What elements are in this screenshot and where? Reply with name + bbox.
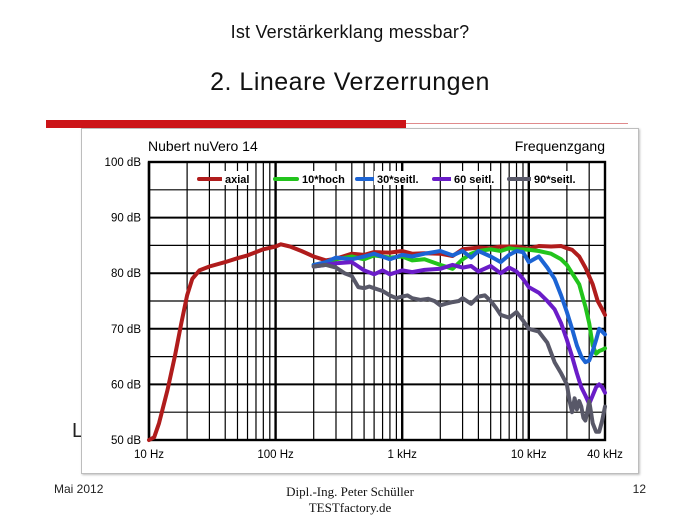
footer-date: Mai 2012 — [54, 482, 104, 496]
plot-frame — [147, 160, 607, 442]
legend-label: 90*seitl. — [534, 174, 576, 186]
y-tick-label: 70 dB — [111, 324, 141, 336]
partially-hidden-text: L — [72, 420, 84, 442]
y-tick-label: 50 dB — [111, 435, 141, 447]
x-tick-label: 40 kHz — [587, 449, 623, 461]
series-line — [311, 249, 607, 365]
footer-page-number: 12 — [632, 482, 646, 496]
legend-label: 60 seitl. — [454, 174, 494, 186]
title-accent-line — [406, 123, 628, 124]
legend-label: 10*hoch — [302, 174, 345, 186]
y-tick-label: 90 dB — [111, 213, 141, 225]
legend-label: axial — [225, 174, 249, 186]
frequency-response-chart: 100 dB 90 dB 80 dB 70 dB 60 dB 50 dB 10 Hz 100 … — [81, 128, 639, 474]
series-line — [311, 262, 607, 434]
footer-author-name: Dipl.-Ing. Peter Schüller — [286, 484, 414, 499]
x-tick-label: 100 Hz — [257, 449, 294, 461]
footer-author: Dipl.-Ing. Peter Schüller TESTfactory.de — [250, 484, 450, 516]
legend-label-bg — [222, 171, 253, 185]
slide-title: Ist Verstärkerklang messbar? — [230, 22, 470, 42]
slide-heading: 2. Lineare Verzerrungen — [210, 68, 490, 96]
chart-title: Nubert nuVero 14 — [148, 138, 258, 154]
x-tick-label: 1 kHz — [387, 449, 417, 461]
x-tick-label: 10 Hz — [134, 449, 164, 461]
y-tick-label: 80 dB — [111, 268, 141, 280]
footer-author-site: TESTfactory.de — [308, 500, 392, 515]
x-tick-label: 10 kHz — [511, 449, 547, 461]
legend-label-bg — [374, 171, 422, 185]
legend-label-bg — [531, 171, 579, 185]
chart-subtitle: Frequenzgang — [515, 138, 605, 154]
y-tick-label: 100 dB — [105, 157, 142, 169]
legend-label-bg — [451, 171, 498, 185]
legend-label-bg — [299, 171, 348, 185]
y-tick-label: 60 dB — [111, 379, 141, 391]
legend-label: 30*seitl. — [377, 174, 419, 186]
title-accent-bar — [46, 120, 406, 128]
chart-svg: 100 dB 90 dB 80 dB 70 dB 60 dB 50 dB 10 Hz 100 … — [105, 138, 624, 461]
series-line — [311, 260, 607, 406]
